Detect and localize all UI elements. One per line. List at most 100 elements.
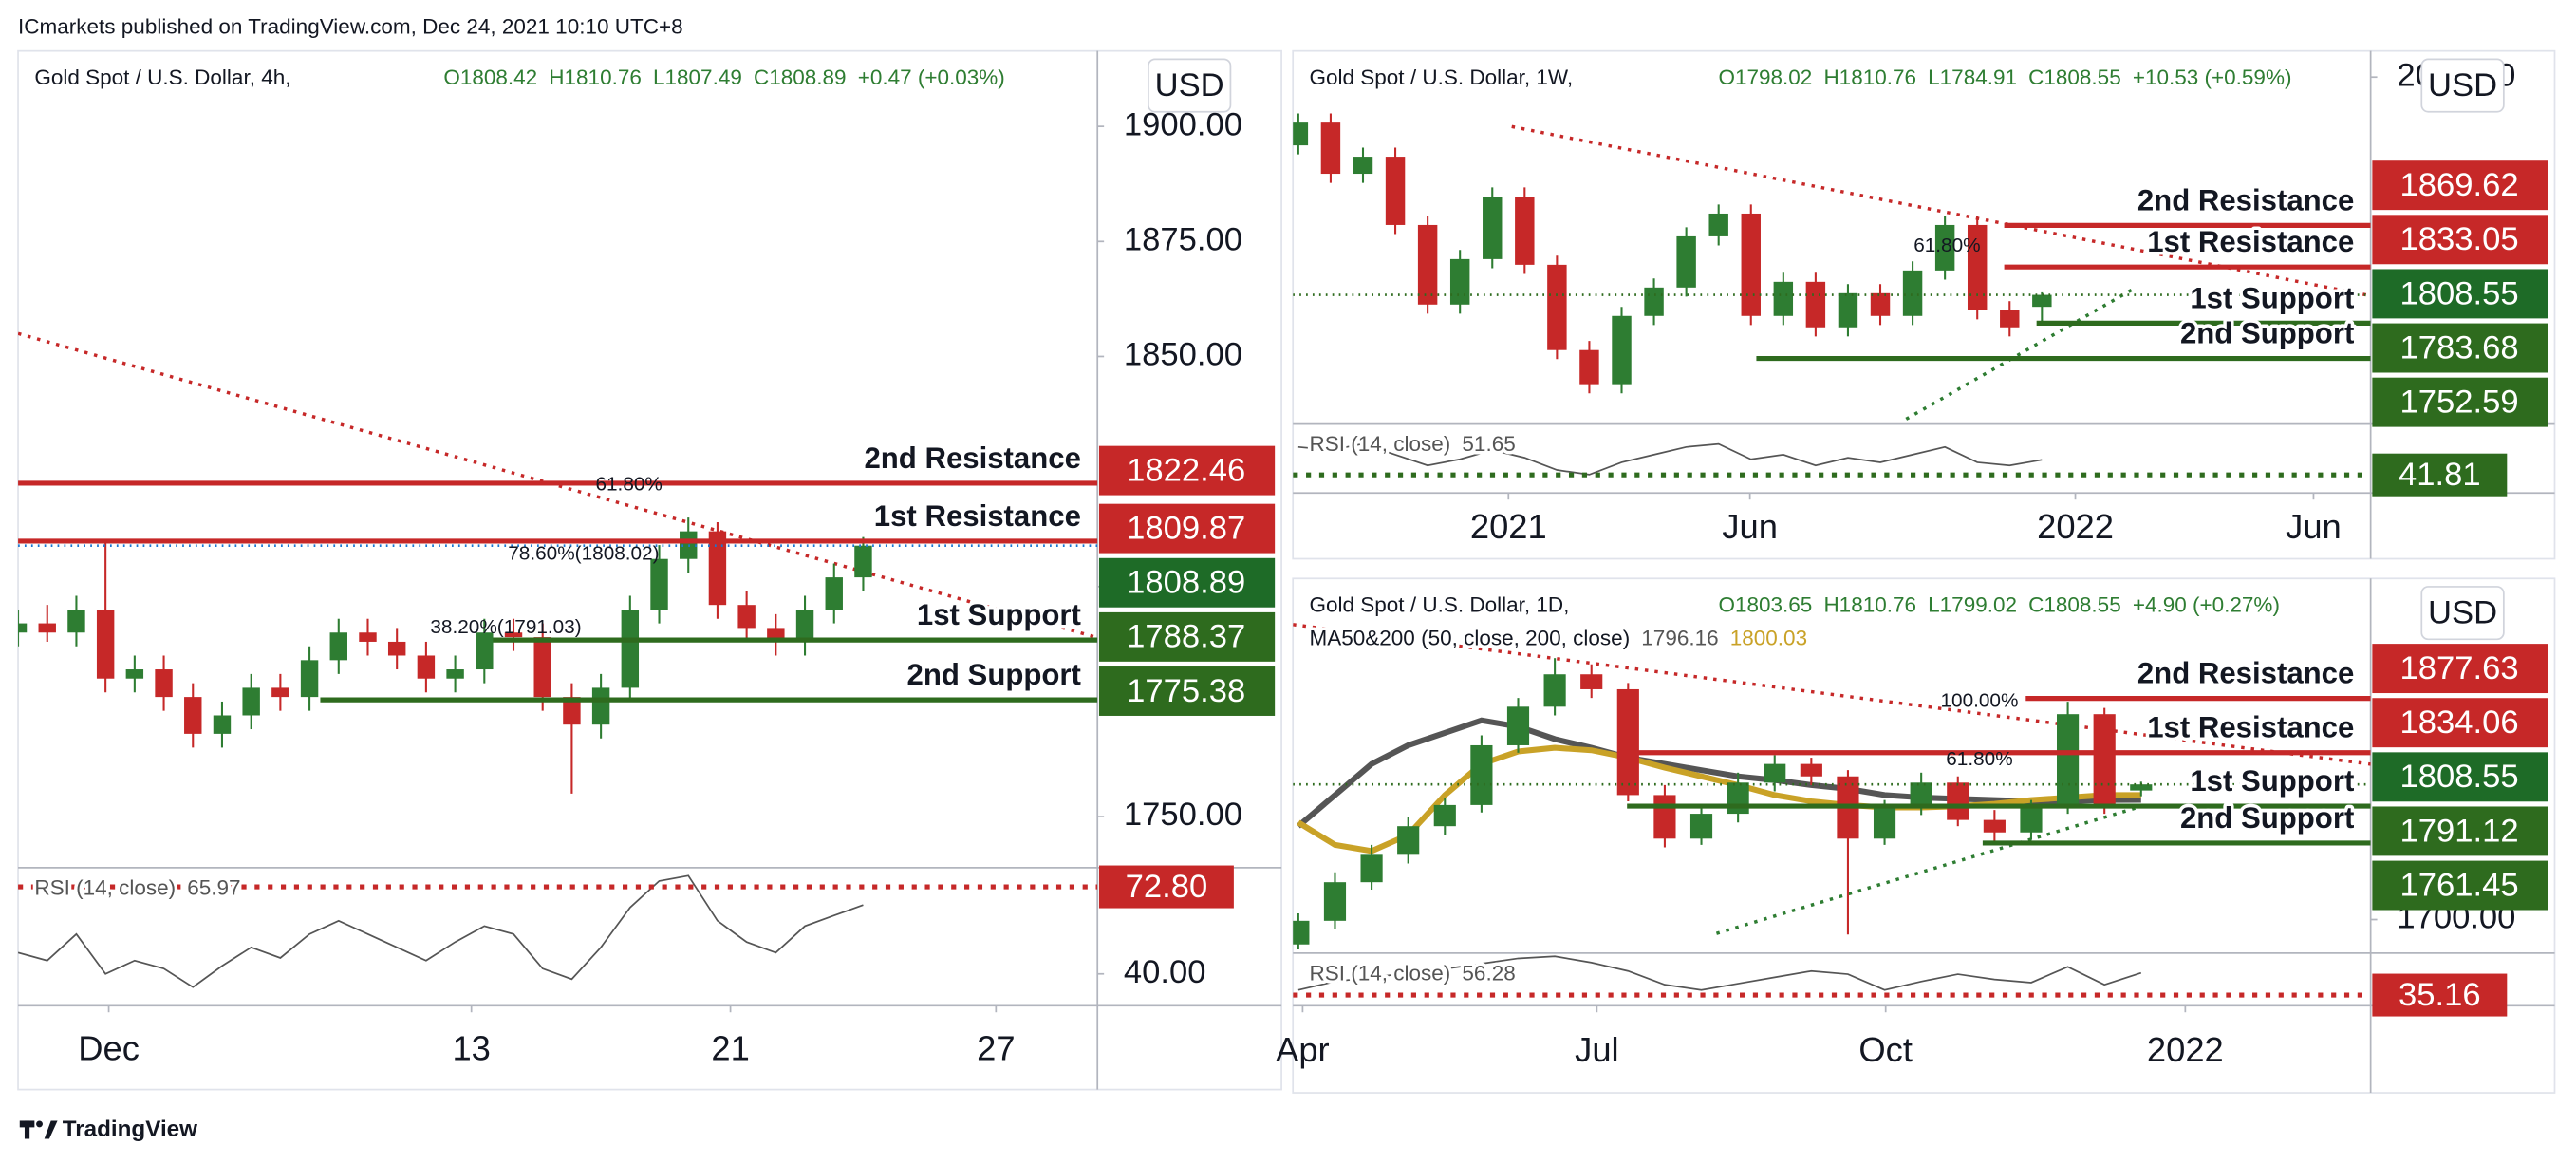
candle-body (1764, 763, 1786, 783)
x-tick-label: 2021 (1470, 507, 1547, 546)
candle-body (1676, 235, 1696, 288)
price-box (2372, 644, 2548, 694)
candle-body (2056, 714, 2080, 808)
x-tick-label: Jun (2286, 507, 2342, 546)
candle-body (1689, 814, 1713, 839)
candle-body (708, 531, 727, 606)
tradingview-logo: TradingView (19, 1117, 197, 1142)
panel-frame (17, 49, 1282, 1091)
price-box (2372, 806, 2548, 856)
ohlc-value: C1808.55 (2028, 66, 2121, 89)
fib-label: 100.00% (1940, 690, 2018, 712)
candle-body (329, 632, 347, 661)
panel-frame (1292, 577, 2556, 1094)
logo-shape (36, 1120, 44, 1128)
price-box (1098, 445, 1276, 496)
candle-body (1470, 744, 1493, 805)
currency-box (2420, 58, 2505, 113)
price-box-label: 1833.05 (2400, 221, 2519, 257)
rsi-value: 56.28 (1462, 961, 1515, 985)
price-box-label: 1808.55 (2400, 275, 2519, 311)
candle-body (680, 531, 698, 559)
candle-body (1417, 224, 1438, 305)
candle-body (1323, 882, 1347, 921)
level-label: 1st Support (917, 598, 1081, 631)
plot-area: 2nd Resistance 1st Resistance 1st Support2… (1293, 623, 2371, 949)
ohlc-value: +10.53 (+0.59%) (2133, 66, 2292, 89)
price-box-label: 1791.12 (2400, 813, 2519, 849)
price-box-label: 1775.38 (1127, 673, 1245, 709)
rsi-label: RSI (14, close) (1310, 961, 1451, 985)
rsi-level-label: 41.81 (2399, 457, 2481, 493)
rsi-level-box (2372, 973, 2508, 1017)
price-box (1098, 503, 1276, 554)
candle-body (1653, 795, 1676, 839)
rsi-legend: RSI (14, close) 51.65 (1310, 432, 1516, 456)
rsi-level-label: 72.80 (1126, 869, 1208, 905)
level-label: 1st Support (2190, 281, 2354, 314)
candle-body (417, 655, 436, 679)
trendline (1293, 623, 2371, 766)
candle-body (300, 660, 319, 698)
price-box-label: 1877.63 (2400, 650, 2519, 686)
ohlc-value: C1808.55 (2028, 593, 2121, 617)
x-tick-label: Jun (1722, 507, 1778, 546)
chart-title: Gold Spot / U.S. Dollar, 1W, (1310, 66, 1574, 89)
ohlc-value: +4.90 (+0.27%) (2133, 593, 2280, 617)
rsi-area (1293, 955, 2371, 998)
rsi-value: 51.65 (1462, 432, 1515, 456)
candle-body (1506, 706, 1530, 745)
ohlc-value: O1803.65 (1718, 593, 1812, 617)
rsi-line (1297, 955, 2142, 991)
chart-title: Gold Spot / U.S. Dollar, 4h, (34, 66, 290, 89)
ohlc-line: O1798.02 H1810.76 L1784.91 C1808.55 +10.53 (… (1718, 66, 2291, 89)
candle-body (213, 715, 232, 734)
rsi-level-box (1098, 865, 1234, 909)
candle-body (650, 558, 668, 610)
candle-body (1727, 782, 1749, 815)
x-tick-label: 13 (452, 1028, 490, 1067)
candle-body (2000, 310, 2020, 328)
y-tick-label: 1750.00 (1124, 797, 1242, 833)
rsi-legend: RSI (14, close) 56.28 (1310, 961, 1516, 985)
rsi-label: RSI (14, close) (34, 875, 176, 899)
price-box-label: 1808.55 (2400, 759, 2519, 795)
moving-average-line (1296, 717, 2141, 829)
currency-label: USD (1155, 67, 1224, 103)
ohlc-value: C1808.89 (754, 66, 847, 89)
level-label: 1st Resistance (2147, 711, 2354, 744)
candle-body (1805, 281, 1826, 328)
logo-shape (24, 1120, 30, 1139)
logo-shape (44, 1120, 58, 1139)
price-box (2372, 323, 2548, 373)
y-tick-label: 1875.00 (1124, 221, 1242, 257)
fib-label: 61.80% (595, 474, 662, 496)
level-label: 2nd Support (2180, 801, 2354, 835)
ohlc-value: +0.47 (+0.03%) (858, 66, 1005, 89)
level-label: 1st Resistance (2147, 225, 2354, 258)
candle-body (2130, 784, 2153, 791)
x-tick-label: Apr (1276, 1030, 1330, 1069)
candle-body (504, 632, 523, 638)
level-label: 2nd Resistance (2137, 183, 2354, 216)
candle-body (67, 610, 85, 633)
candle-body (1293, 920, 1310, 945)
candle-body (621, 610, 640, 688)
candle-body (1947, 782, 1969, 820)
price-box (1098, 557, 1276, 608)
candle-body (1483, 196, 1503, 259)
candle-body (184, 697, 202, 734)
x-tick-label: Oct (1858, 1030, 1913, 1069)
candle-body (1543, 674, 1566, 707)
chart-panel: 2nd Resistance 1st Resistance 1st Support 2… (1292, 49, 2556, 560)
candle-body (1320, 122, 1341, 175)
candle-body (1967, 224, 1988, 310)
rsi-level-label: 35.16 (2399, 977, 2481, 1013)
candle-body (18, 623, 28, 633)
candle-body (1934, 224, 1955, 271)
panel-frame (1292, 49, 2556, 560)
ohlc-value: H1810.76 (549, 66, 642, 89)
price-box (1098, 611, 1276, 662)
candle-body (854, 545, 872, 578)
